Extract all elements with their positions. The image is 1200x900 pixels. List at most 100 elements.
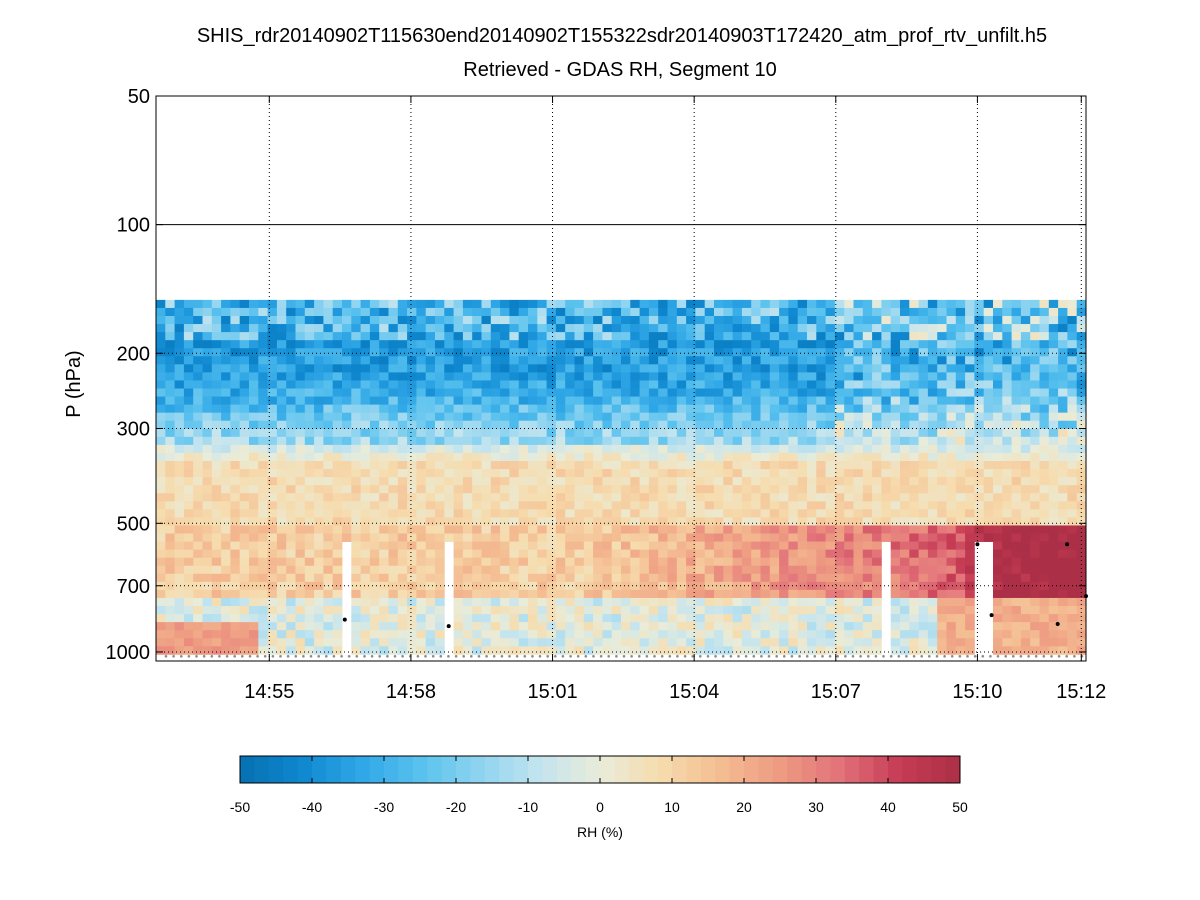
heatmap-cell (1058, 404, 1068, 414)
heatmap-cell (490, 589, 501, 599)
heatmap-cell (221, 589, 231, 599)
heatmap-cell (230, 396, 241, 406)
heatmap-cell (695, 315, 706, 325)
heatmap-cell (658, 565, 668, 575)
heatmap-cell (965, 517, 975, 526)
heatmap-cell (472, 340, 482, 349)
heatmap-cell (546, 444, 557, 454)
heatmap-cell (639, 573, 650, 583)
surface-pressure-marker (1034, 655, 1038, 658)
heatmap-cell (258, 597, 268, 607)
heatmap-cell (676, 444, 687, 454)
heatmap-cell (676, 396, 687, 406)
heatmap-cell (193, 469, 203, 478)
heatmap-cell (221, 549, 231, 559)
heatmap-cell (388, 581, 399, 591)
heatmap-cell (500, 348, 510, 357)
heatmap-cell (639, 372, 650, 381)
heatmap-cell (639, 444, 650, 454)
heatmap-cell (425, 324, 436, 333)
heatmap-cell (760, 581, 771, 591)
heatmap-cell (230, 380, 241, 389)
heatmap-cell (323, 549, 334, 559)
heatmap-cell (323, 525, 334, 534)
heatmap-cell (388, 396, 399, 406)
surface-pressure-marker (317, 655, 321, 658)
heatmap-cell (249, 622, 259, 631)
heatmap-cell (258, 646, 268, 655)
heatmap-cell (258, 380, 268, 389)
heatmap-cell (714, 517, 724, 526)
heatmap-cell (574, 622, 585, 631)
heatmap-cell (816, 348, 826, 357)
heatmap-cell (546, 614, 557, 623)
heatmap-cell (723, 493, 733, 502)
heatmap-cell (862, 372, 873, 381)
heatmap-cell (156, 340, 166, 349)
heatmap-cell (174, 525, 185, 534)
heatmap-cell (518, 461, 529, 470)
heatmap-cell (714, 332, 724, 341)
heatmap-cell (351, 444, 361, 454)
heatmap-cell (807, 493, 817, 502)
heatmap-cell (555, 622, 566, 631)
heatmap-cell (239, 307, 250, 317)
heatmap-cell (714, 646, 724, 655)
heatmap-cell (472, 332, 482, 341)
heatmap-cell (379, 420, 389, 430)
heatmap-cell (658, 477, 668, 486)
heatmap-cell (974, 420, 985, 430)
heatmap-cell (314, 573, 324, 583)
heatmap-cell (667, 469, 678, 478)
surface-pressure-marker (943, 655, 946, 658)
heatmap-cell (918, 630, 929, 639)
heatmap-cell (909, 307, 919, 317)
heatmap-cell (927, 477, 938, 486)
heatmap-cell (639, 452, 650, 462)
heatmap-cell (1076, 525, 1087, 534)
heatmap-cell (1048, 420, 1059, 430)
heatmap-cell (955, 356, 966, 365)
heatmap-cell (927, 549, 938, 559)
heatmap-cell (714, 348, 724, 357)
heatmap-cell (509, 630, 520, 639)
heatmap-cell (332, 614, 343, 623)
heatmap-cell (351, 525, 361, 534)
heatmap-cell (788, 557, 799, 567)
heatmap-cell (593, 533, 603, 542)
heatmap-cell (490, 324, 501, 333)
heatmap-cell (769, 356, 780, 365)
heatmap-cell (872, 533, 882, 542)
heatmap-cell (788, 533, 799, 542)
heatmap-cell (1011, 517, 1022, 526)
heatmap-cell (314, 485, 324, 494)
heatmap-cell (853, 597, 864, 607)
heatmap-cell (546, 573, 557, 583)
heatmap-cell (286, 324, 296, 333)
heatmap-cell (276, 307, 287, 317)
heatmap-cell (900, 388, 910, 397)
heatmap-cell (165, 340, 175, 349)
heatmap-cell (314, 517, 324, 526)
heatmap-cell (993, 573, 1003, 583)
heatmap-cell (881, 299, 892, 309)
heatmap-cell (462, 299, 473, 309)
heatmap-cell (695, 565, 706, 575)
heatmap-cell (714, 525, 724, 534)
heatmap-cell (472, 315, 482, 325)
heatmap-cell (807, 630, 817, 639)
heatmap-cell (500, 597, 510, 607)
heatmap-cell (937, 307, 947, 317)
heatmap-cell (993, 533, 1003, 542)
heatmap-cell (946, 565, 957, 575)
heatmap-cell (825, 501, 836, 510)
colorbar-segment (398, 756, 414, 783)
heatmap-cell (332, 380, 343, 389)
heatmap-cell (304, 646, 315, 655)
heatmap-cell (156, 420, 166, 430)
heatmap-cell (565, 452, 575, 462)
heatmap-cell (1048, 557, 1059, 567)
heatmap-cell (1067, 332, 1078, 341)
heatmap-cell (342, 388, 352, 397)
heatmap-cell (881, 477, 892, 486)
